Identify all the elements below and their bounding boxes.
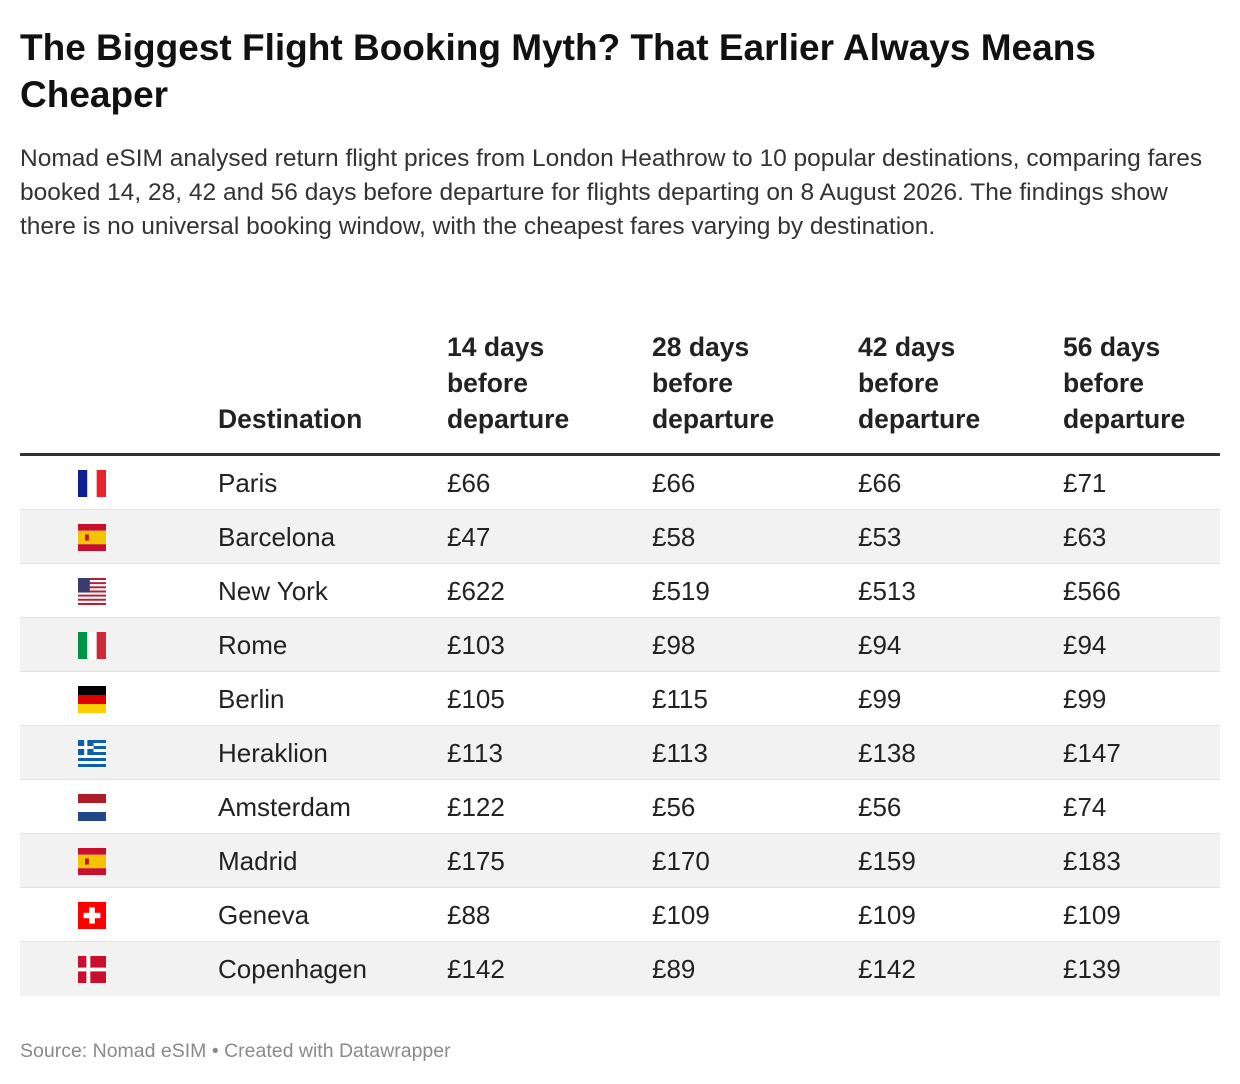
price-cell: £170 [652,846,710,876]
price-cell: £56 [858,792,902,822]
price-cell: £566 [1063,576,1121,606]
destination-cell: New York [218,576,328,606]
price-cell: £63 [1063,522,1107,552]
chart-title: The Biggest Flight Booking Myth? That Ea… [20,27,1096,115]
table-row: Madrid £175 £170 £159 £183 [20,834,1220,888]
table-row: Heraklion £113 £113 £138 £147 [20,726,1220,780]
table-row: New York £622 £519 £513 £566 [20,564,1220,618]
price-cell: £138 [858,738,916,768]
chart-subtitle: Nomad eSIM analysed return flight prices… [20,145,1203,240]
table-row: Rome £103 £98 £94 £94 [20,618,1220,672]
spain-flag-icon [78,848,106,875]
price-cell: £519 [652,576,710,606]
column-header-42-days[interactable]: 42 days before departure [858,332,981,434]
table-row: Paris £66 £66 £66 £71 [20,456,1220,510]
price-cell: £142 [447,954,505,984]
destination-cell: Berlin [218,684,285,714]
column-header-56-days[interactable]: 56 days before departure [1063,332,1186,434]
price-cell: £66 [447,468,491,498]
destination-cell: Madrid [218,846,298,876]
germany-flag-icon [78,686,106,713]
price-cell: £66 [652,468,696,498]
table-row: Berlin £105 £115 £99 £99 [20,672,1220,726]
destination-cell: Rome [218,630,288,660]
price-cell: £113 [447,738,503,768]
price-cell: £105 [447,684,505,714]
price-cell: £89 [652,954,696,984]
spain-flag-icon [78,524,106,551]
price-cell: £74 [1063,792,1107,822]
price-cell: £622 [447,576,505,606]
price-cell: £56 [652,792,696,822]
table-row: Amsterdam £122 £56 £56 £74 [20,780,1220,834]
destination-cell: Paris [218,468,278,498]
price-cell: £109 [652,900,710,930]
netherlands-flag-icon [78,794,106,821]
denmark-flag-icon [78,956,106,983]
price-cell: £139 [1063,954,1121,984]
price-cell: £183 [1063,846,1121,876]
price-cell: £88 [447,900,491,930]
table-header: Destination 14 days before departure 28 … [20,332,1220,456]
table-row: Copenhagen £142 £89 £142 £139 [20,942,1220,996]
fares-table: Destination 14 days before departure 28 … [20,332,1220,996]
usa-flag-icon [78,578,106,605]
italy-flag-icon [78,632,106,659]
price-cell: £99 [858,684,902,714]
switzerland-flag-icon [78,902,106,929]
price-cell: £99 [1063,684,1107,714]
price-cell: £113 [652,738,708,768]
price-cell: £71 [1063,468,1107,498]
price-cell: £159 [858,846,916,876]
price-cell: £513 [858,576,916,606]
destination-cell: Geneva [218,900,310,930]
table-row: Geneva £88 £109 £109 £109 [20,888,1220,942]
price-cell: £175 [447,846,505,876]
greece-flag-icon [78,740,106,767]
destination-cell: Heraklion [218,738,328,768]
price-cell: £94 [858,630,902,660]
column-header-destination[interactable]: Destination [218,404,363,434]
price-cell: £142 [858,954,916,984]
price-cell: £47 [447,522,491,552]
price-cell: £109 [858,900,916,930]
source-footer: Source: Nomad eSIM • Created with Datawr… [20,1040,451,1062]
price-cell: £98 [652,630,696,660]
table-body: Paris £66 £66 £66 £71 Barcelona £47 £58 £53 £63 Ne… [20,456,1220,996]
france-flag-icon [78,470,106,497]
price-cell: £103 [447,630,505,660]
price-cell: £147 [1063,738,1121,768]
price-cell: £94 [1063,630,1107,660]
price-cell: £58 [652,522,696,552]
destination-cell: Amsterdam [218,792,351,822]
price-cell: £109 [1063,900,1121,930]
price-cell: £115 [652,684,708,714]
column-header-28-days[interactable]: 28 days before departure [652,332,775,434]
price-cell: £66 [858,468,902,498]
price-cell: £53 [858,522,902,552]
column-header-14-days[interactable]: 14 days before departure [447,332,570,434]
price-cell: £122 [447,792,505,822]
destination-cell: Copenhagen [218,954,367,984]
destination-cell: Barcelona [218,522,336,552]
table-row: Barcelona £47 £58 £53 £63 [20,510,1220,564]
